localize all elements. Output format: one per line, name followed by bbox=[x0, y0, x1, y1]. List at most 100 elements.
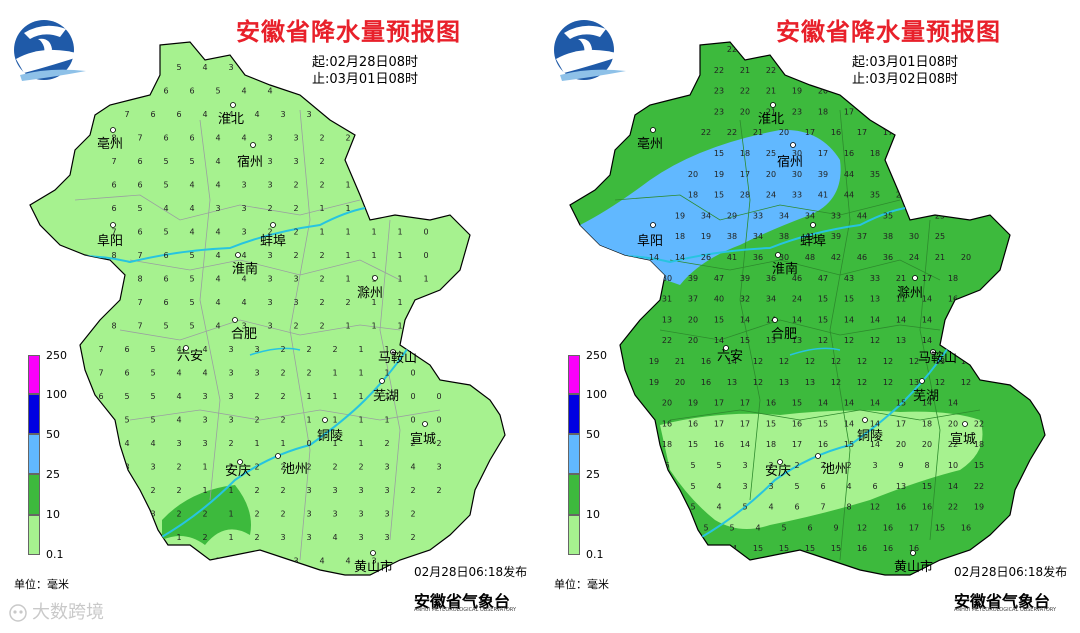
city-dot-wuhu bbox=[919, 378, 925, 384]
city-fuyang: 阜阳 bbox=[637, 233, 663, 249]
city-chuzhou: 滁州 bbox=[897, 285, 923, 301]
precip-value: 39 bbox=[740, 274, 750, 283]
precip-value: 14 bbox=[740, 440, 750, 449]
precip-value: 14 bbox=[766, 315, 776, 324]
precip-value: 3 bbox=[319, 87, 324, 96]
precip-value: 1 bbox=[319, 228, 324, 237]
precip-value: 36 bbox=[766, 274, 776, 283]
precip-value: 22 bbox=[974, 482, 984, 491]
precip-value: 2 bbox=[384, 63, 389, 72]
city-huangshan: 黄山市 bbox=[894, 559, 933, 575]
precip-value: 3 bbox=[202, 392, 207, 401]
precip-value: 15 bbox=[831, 544, 841, 553]
precip-value: 3 bbox=[293, 298, 298, 307]
city-maanshan: 马鞍山 bbox=[918, 350, 957, 366]
precip-zone-10-25 bbox=[162, 485, 251, 545]
city-dot-hefei bbox=[772, 317, 778, 323]
precip-value: 2 bbox=[280, 345, 285, 354]
precip-value: 4 bbox=[638, 482, 643, 491]
city-dot-huainan bbox=[775, 252, 781, 258]
city-dot-huangshan bbox=[370, 550, 376, 556]
precip-value: 1 bbox=[358, 439, 363, 448]
precip-value: 8 bbox=[111, 251, 116, 260]
precip-value: 20 bbox=[948, 419, 958, 428]
precip-value: 23 bbox=[714, 107, 724, 116]
precip-value: 4 bbox=[241, 87, 246, 96]
precip-value: 8 bbox=[846, 503, 851, 512]
precip-value: 2 bbox=[176, 463, 181, 472]
precip-value: 35 bbox=[883, 211, 893, 220]
precip-value: 39 bbox=[818, 170, 828, 179]
precip-value: 0 bbox=[410, 416, 415, 425]
precip-value: 5 bbox=[189, 298, 194, 307]
city-suzhou: 宿州 bbox=[237, 154, 263, 170]
precip-value: 4 bbox=[215, 181, 220, 190]
city-huainan: 淮南 bbox=[232, 261, 258, 277]
precip-value: 22 bbox=[766, 66, 776, 75]
precip-value: 30 bbox=[662, 274, 672, 283]
precip-value: 7 bbox=[137, 87, 142, 96]
precip-value: 1 bbox=[397, 298, 402, 307]
precip-value: 2 bbox=[319, 181, 324, 190]
precip-value: 1 bbox=[423, 157, 428, 166]
city-labels: 淮北 亳州 宿州 阜阳 蚌埠 淮南 滁州 合肥 六安 马鞍山 芜湖 铜陵 宣城 bbox=[637, 102, 976, 575]
precip-value: 3 bbox=[267, 181, 272, 190]
city-huainan: 淮南 bbox=[772, 261, 798, 277]
precip-value: 3 bbox=[228, 63, 233, 72]
precip-value: 6 bbox=[137, 157, 142, 166]
precip-value: 17 bbox=[896, 107, 906, 116]
precip-value: 5 bbox=[742, 503, 747, 512]
precip-value: 6 bbox=[820, 482, 825, 491]
precip-legend: 0.1 10 25 50 100 250 bbox=[568, 349, 607, 561]
precip-value: 15 bbox=[779, 544, 789, 553]
precip-value: 39 bbox=[688, 274, 698, 283]
city-dot-bozhou bbox=[110, 127, 116, 133]
city-xuancheng: 宣城 bbox=[410, 431, 436, 447]
precip-value: 1 bbox=[358, 345, 363, 354]
precip-value: 5 bbox=[150, 369, 155, 378]
precip-value: 6 bbox=[124, 369, 129, 378]
city-dot-bozhou bbox=[650, 127, 656, 133]
precip-value: 3 bbox=[358, 63, 363, 72]
precip-value: 20 bbox=[961, 253, 971, 262]
precip-value: 14 bbox=[844, 399, 854, 408]
city-xuancheng: 宣城 bbox=[950, 431, 976, 447]
anhui-province-shape bbox=[29, 41, 506, 576]
precip-value: 20 bbox=[896, 440, 906, 449]
precip-value: 6 bbox=[111, 204, 116, 213]
precip-value: 3 bbox=[215, 204, 220, 213]
precip-value: 12 bbox=[857, 357, 867, 366]
chao-lake bbox=[249, 347, 301, 356]
precip-value: 41 bbox=[818, 191, 828, 200]
map-title: 安徽省降水量预报图 bbox=[236, 18, 461, 46]
precip-value: 12 bbox=[857, 378, 867, 387]
city-dot-suzhou bbox=[790, 142, 796, 148]
precip-value: 19 bbox=[649, 357, 659, 366]
precip-value: 4 bbox=[176, 392, 181, 401]
precip-value: 1 bbox=[384, 416, 389, 425]
precip-value: 1 bbox=[345, 275, 350, 284]
precip-value: 6 bbox=[872, 482, 877, 491]
city-dot-chizhou bbox=[275, 453, 281, 459]
precip-value: 13 bbox=[870, 295, 880, 304]
precip-value: 3 bbox=[267, 251, 272, 260]
precip-value: 5 bbox=[98, 416, 103, 425]
precip-value: 4 bbox=[124, 439, 129, 448]
precip-value: 12 bbox=[753, 378, 763, 387]
precip-value: 11 bbox=[896, 295, 906, 304]
precip-value: 19 bbox=[649, 378, 659, 387]
agency-name: 安徽省气象台 bbox=[954, 592, 1051, 611]
precip-value: 13 bbox=[792, 336, 802, 345]
precip-value: 3 bbox=[176, 439, 181, 448]
precip-value: 15 bbox=[805, 544, 815, 553]
precip-value: 2 bbox=[306, 369, 311, 378]
precip-value: 18 bbox=[818, 66, 828, 75]
precip-value: 5 bbox=[690, 482, 695, 491]
precip-value: 18 bbox=[688, 191, 698, 200]
precip-value: 35 bbox=[870, 170, 880, 179]
precip-value: 16 bbox=[844, 149, 854, 158]
precip-value: 12 bbox=[961, 378, 971, 387]
precip-value: 3 bbox=[306, 510, 311, 519]
precip-value: 1 bbox=[332, 392, 337, 401]
precip-value: 13 bbox=[896, 482, 906, 491]
